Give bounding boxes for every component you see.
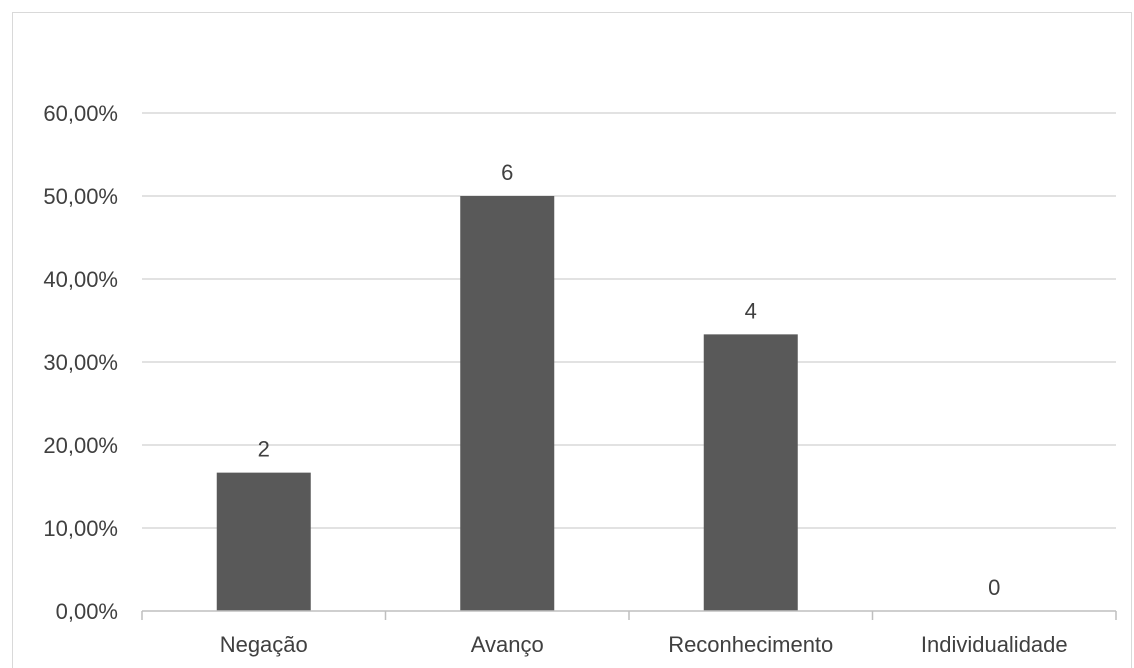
x-axis [141,610,1117,620]
bar [216,472,311,611]
gridlines [142,112,1116,529]
y-tick-label: 10,00% [43,516,118,541]
chart-frame [12,12,1132,668]
data-label: 6 [501,160,513,185]
x-axis-tick-labels: Negação Avanço Reconhecimento Individualida… [220,632,1068,657]
y-tick-label: 50,00% [43,184,118,209]
x-tick-label: Reconhecimento [668,632,833,657]
x-tick-label: Avanço [471,632,544,657]
data-label: 4 [745,298,757,323]
data-labels: 2 6 4 0 [258,160,1001,600]
y-tick-label: 60,00% [43,101,118,126]
y-tick-label: 20,00% [43,433,118,458]
x-tick-label: Negação [220,632,308,657]
y-tick-label: 30,00% [43,350,118,375]
y-tick-label: 40,00% [43,267,118,292]
x-tick-label: Individualidade [921,632,1068,657]
data-label: 0 [988,575,1000,600]
data-label: 2 [258,437,270,462]
bars [216,196,798,611]
bar [460,196,555,611]
y-tick-label: 0,00% [56,599,118,624]
y-axis-tick-labels: 0,00% 10,00% 20,00% 30,00% 40,00% 50,00% 60,00… [43,101,118,624]
bar [703,334,798,611]
